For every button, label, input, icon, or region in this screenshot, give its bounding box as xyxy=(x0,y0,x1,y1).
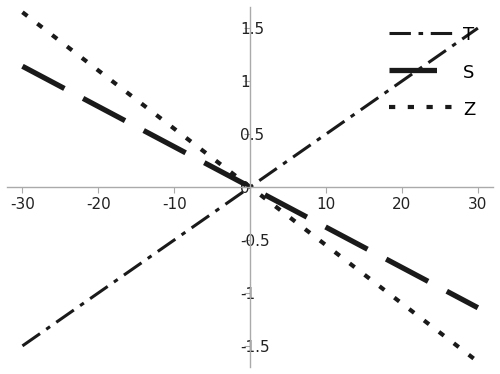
S xyxy=(204,162,210,166)
S xyxy=(66,89,72,93)
T xyxy=(20,344,26,348)
S xyxy=(383,257,389,261)
Line: S: S xyxy=(22,66,478,308)
T xyxy=(220,204,226,208)
Z xyxy=(374,282,380,287)
Z xyxy=(383,289,389,293)
Z xyxy=(332,250,338,254)
Legend: T, S, Z: T, S, Z xyxy=(380,16,484,128)
T xyxy=(383,90,389,95)
S xyxy=(374,252,380,257)
S xyxy=(20,64,26,68)
Z xyxy=(66,46,72,50)
T xyxy=(332,125,338,130)
Z xyxy=(20,10,26,15)
S xyxy=(220,171,226,175)
Z xyxy=(220,164,226,168)
Line: T: T xyxy=(22,28,478,346)
Line: Z: Z xyxy=(22,12,478,362)
T xyxy=(475,26,481,30)
S xyxy=(475,306,481,310)
T xyxy=(204,215,210,220)
Z xyxy=(204,151,210,156)
S xyxy=(332,230,338,234)
T xyxy=(66,311,72,316)
Z xyxy=(475,359,481,364)
T xyxy=(374,96,380,100)
